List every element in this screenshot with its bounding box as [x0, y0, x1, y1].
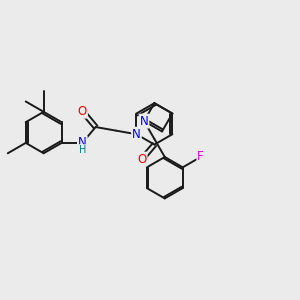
Text: O: O: [137, 153, 147, 166]
Text: O: O: [78, 105, 87, 118]
Text: N: N: [132, 128, 141, 141]
Text: N: N: [78, 136, 87, 149]
Text: F: F: [197, 151, 204, 164]
Text: H: H: [79, 145, 86, 155]
Text: N: N: [140, 115, 148, 128]
